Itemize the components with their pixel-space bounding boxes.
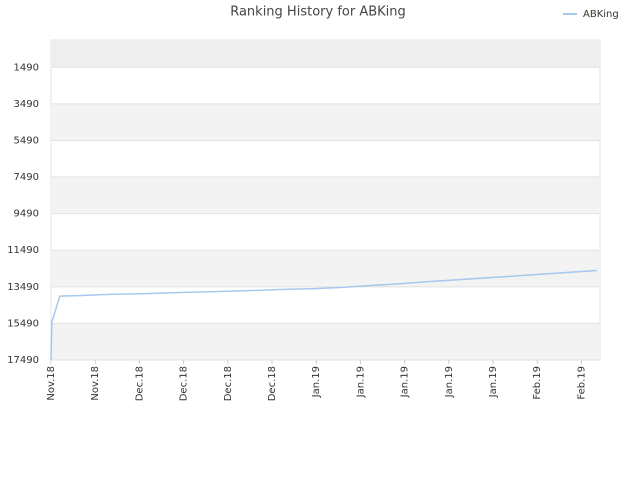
x-tick-label: Dec.18 [134,366,145,401]
y-tick-label: 13490 [7,282,39,293]
y-tick-label: 7490 [14,172,39,183]
x-tick-label: Feb.19 [532,366,543,400]
x-tick-label: Feb.19 [576,366,587,400]
y-tick-label: 17490 [7,355,39,366]
y-tick-label: 5490 [14,135,39,146]
band [51,177,600,214]
y-tick-label: 11490 [7,245,39,256]
x-tick-label: Jan.19 [355,366,366,398]
y-tick-label: 3490 [14,99,39,110]
x-tick-label: Nov.18 [90,366,101,401]
data-line [50,269,597,361]
x-tick-label: Dec.18 [267,366,278,401]
x-tick-label: Nov.18 [46,366,57,401]
x-tick-label: Jan.19 [444,366,455,398]
x-tick-label: Jan.19 [488,366,499,398]
y-tick-label: 15490 [7,318,39,329]
legend-label: ABKing [583,9,619,20]
band [51,103,600,141]
x-tick-label: Jan.19 [311,366,322,398]
band [51,250,600,287]
x-tick-label: Jan.19 [400,366,411,398]
x-tick-label: Dec.18 [179,366,190,401]
band [51,323,600,360]
y-tick-label: 9490 [14,209,39,220]
x-tick-label: Dec.18 [223,366,234,401]
y-tick-label: 1490 [14,62,39,73]
chart-title: Ranking History for ABKing [230,5,406,20]
band [51,40,600,68]
